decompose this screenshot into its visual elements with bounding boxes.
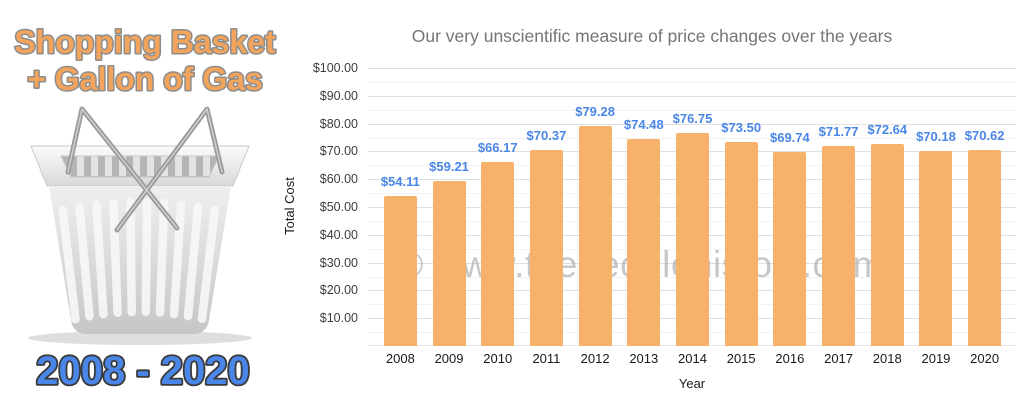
x-tick-label: 2018 <box>872 351 902 366</box>
bar <box>529 150 563 346</box>
y-tick-label: $90.00 <box>319 88 358 103</box>
y-tick-label: $10.00 <box>319 311 358 326</box>
bar-value-label: $79.28 <box>575 103 615 119</box>
bar-value-label: $54.11 <box>380 173 420 189</box>
y-tick-label: $100.00 <box>312 61 358 75</box>
bar <box>724 141 758 346</box>
panel-title-line1: Shopping Basket <box>14 24 276 60</box>
x-tick-label: 2012 <box>580 351 610 366</box>
bar <box>481 162 515 346</box>
bar-value-label: $70.37 <box>526 128 567 144</box>
panel-title: Shopping Basket + Gallon of Gas <box>13 23 278 99</box>
x-tick-label: 2015 <box>726 351 756 366</box>
bar <box>773 152 807 346</box>
panel-title-line2: + Gallon of Gas <box>27 61 263 97</box>
bar-value-label: $72.64 <box>867 122 908 138</box>
gridline-major <box>368 95 1016 97</box>
bar <box>822 146 856 346</box>
x-tick-label: 2008 <box>385 351 415 366</box>
y-tick-label: $70.00 <box>319 144 358 159</box>
y-tick-label: $50.00 <box>319 200 358 214</box>
x-tick-label: 2020 <box>970 351 1000 366</box>
bar <box>578 125 612 346</box>
price-chart: Our very unscientific measure of price c… <box>280 0 1024 405</box>
bar-value-label: $74.48 <box>623 116 664 132</box>
bar <box>870 144 904 346</box>
x-tick-label: 2010 <box>483 351 513 366</box>
basket-handles <box>65 106 225 233</box>
x-tick-label: 2009 <box>434 351 464 366</box>
year-range: 2008 - 2020 <box>34 347 251 395</box>
x-tick-label: 2017 <box>824 351 854 366</box>
basket-shadow <box>28 331 252 345</box>
year-range-label: 2008 - 2020 <box>36 349 250 393</box>
x-axis-title: Year <box>678 376 706 391</box>
bar-value-label: $73.50 <box>721 119 762 135</box>
x-tick-label: 2013 <box>629 351 659 366</box>
x-axis: 2008 2009 2010 2011 2012 2013 2014 2015 2016 2017… <box>368 351 1016 367</box>
bar <box>383 195 417 346</box>
gridline-major <box>368 123 1016 125</box>
plot-area: © www.thepeoplehistory.com $54.11$59.21$… <box>368 68 1016 346</box>
gridline-minor <box>368 81 1016 83</box>
chart-title: Our very unscientific measure of price c… <box>411 26 893 46</box>
bar <box>627 138 661 346</box>
left-panel: Shopping Basket + Gallon of Gas <box>0 0 280 405</box>
bar-value-label: $70.62 <box>964 127 1005 143</box>
bar <box>919 150 953 346</box>
x-tick-label: 2011 <box>532 351 561 366</box>
y-axis: $10.00 $20.00 $30.00 $40.00 $50.00 $60.00 $70.… <box>280 61 360 346</box>
y-tick-label: $40.00 <box>319 227 358 242</box>
y-tick-label: $60.00 <box>319 172 358 187</box>
shopping-basket-icon <box>28 106 252 345</box>
y-tick-label: $30.00 <box>319 255 358 270</box>
bar <box>432 181 466 346</box>
bar-value-label: $70.18 <box>916 128 956 144</box>
gridline-minor <box>368 109 1016 111</box>
bar-value-label: $59.21 <box>429 159 469 175</box>
x-tick-label: 2016 <box>775 351 805 366</box>
x-tick-label: 2014 <box>678 351 707 366</box>
bar-value-label: $69.74 <box>769 130 810 146</box>
y-tick-label: $20.00 <box>319 283 358 298</box>
bar <box>676 132 709 346</box>
bar-value-label: $71.77 <box>818 124 859 140</box>
bar <box>968 149 1002 346</box>
x-tick-label: 2019 <box>921 351 951 366</box>
y-tick-label: $80.00 <box>319 116 358 131</box>
bar-value-label: $66.17 <box>477 140 518 156</box>
bar-value-label: $76.75 <box>672 110 713 126</box>
gridline-major <box>368 68 1016 69</box>
